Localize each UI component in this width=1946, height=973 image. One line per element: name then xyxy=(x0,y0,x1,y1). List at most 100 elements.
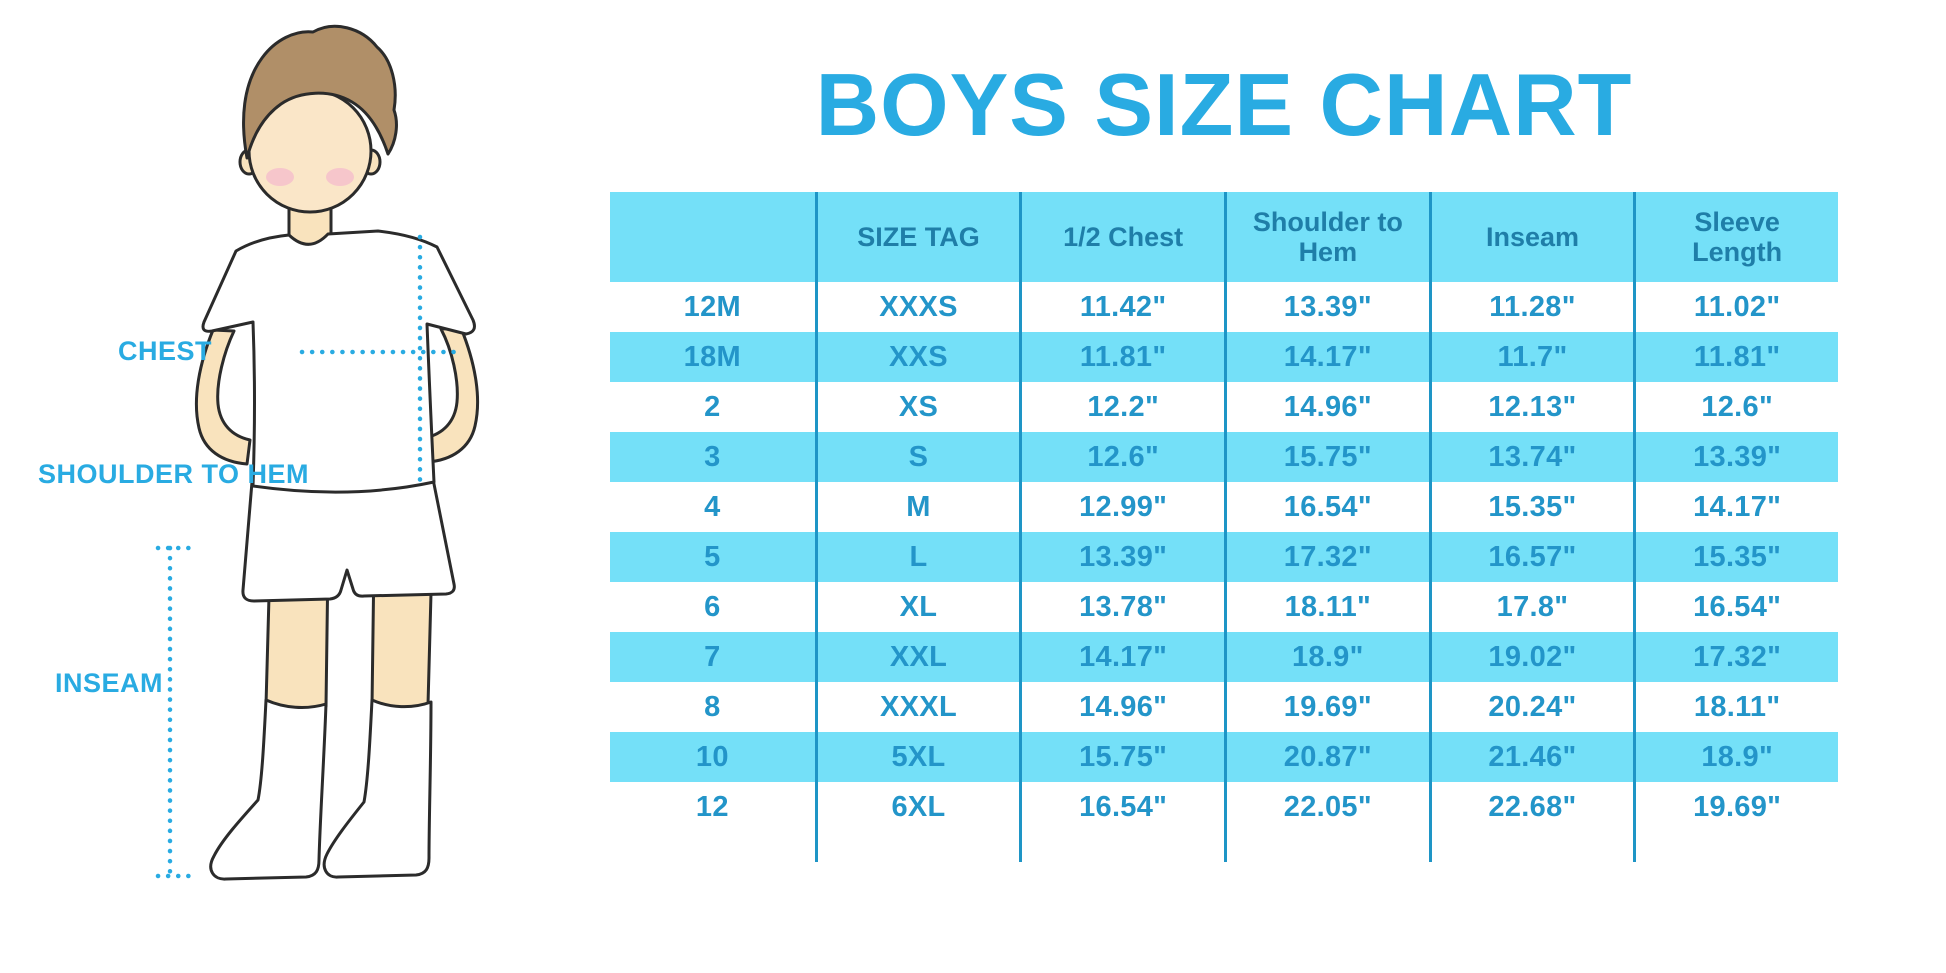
table-cell: 16.54" xyxy=(1633,582,1838,632)
table-cell: 19.69" xyxy=(1224,682,1429,732)
table-cell: 18.9" xyxy=(1224,632,1429,682)
table-cell: 12.6" xyxy=(1633,382,1838,432)
table-cell: 3 xyxy=(704,440,721,473)
table-cell: 8 xyxy=(704,690,721,723)
header-cell-size-tag: SIZE TAG xyxy=(814,192,1020,282)
table-cell: 13.39" xyxy=(1019,532,1224,582)
table-cell: 20.87" xyxy=(1224,732,1429,782)
table-cell: 17.32" xyxy=(1633,632,1838,682)
table-cell: 14.96" xyxy=(1224,382,1429,432)
line-extension-cell xyxy=(610,832,815,862)
table-cell: 12.13" xyxy=(1428,382,1634,432)
table-cell: 6XL xyxy=(814,782,1020,832)
table-header-row: SIZE TAG 1/2 Chest Shoulder to Hem Insea… xyxy=(610,192,1838,282)
table-cell: 11.42" xyxy=(1019,282,1224,332)
table-cell: 18.11" xyxy=(1224,582,1429,632)
table-cell: 20.24" xyxy=(1428,682,1634,732)
table-cell: XXS xyxy=(814,332,1020,382)
boy-hair xyxy=(242,24,398,160)
table-cell: 12.99" xyxy=(1019,482,1224,532)
page-title: BOYS SIZE CHART xyxy=(815,55,1633,154)
table-cell: 19.69" xyxy=(1633,782,1838,832)
table-bottom-line-extension xyxy=(610,832,1838,862)
table-cell: XXXL xyxy=(814,682,1020,732)
table-cell: 5 xyxy=(704,540,721,573)
table-cell: 10 xyxy=(695,740,729,773)
table-cell: 11.28" xyxy=(1428,282,1634,332)
table-cell: 14.96" xyxy=(1019,682,1224,732)
table-cell: 17.32" xyxy=(1224,532,1429,582)
boy-shorts xyxy=(241,477,456,603)
table-cell: 13.39" xyxy=(1633,432,1838,482)
table-row: 6 XL 13.78" 18.11" 17.8" 16.54" xyxy=(610,582,1838,632)
table-row: 3 S 12.6" 15.75" 13.74" 13.39" xyxy=(610,432,1838,482)
table-cell: 13.39" xyxy=(1224,282,1429,332)
table-cell: 18M xyxy=(683,340,741,373)
table-cell: 18.11" xyxy=(1633,682,1838,732)
chest-label: CHEST xyxy=(118,336,213,366)
table-cell: 16.54" xyxy=(1224,482,1429,532)
table-cell: 22.68" xyxy=(1428,782,1634,832)
line-extension-cell xyxy=(1224,832,1429,862)
table-row: 7 XXL 14.17" 18.9" 19.02" 17.32" xyxy=(610,632,1838,682)
table-cell: XXXS xyxy=(814,282,1020,332)
table-cell: 16.54" xyxy=(1019,782,1224,832)
table-cell: 17.8" xyxy=(1428,582,1634,632)
table-cell: 7 xyxy=(704,640,721,673)
table-row: 8 XXXL 14.96" 19.69" 20.24" 18.11" xyxy=(610,682,1838,732)
table-row: 10 5XL 15.75" 20.87" 21.46" 18.9" xyxy=(610,732,1838,782)
table-row: 5 L 13.39" 17.32" 16.57" 15.35" xyxy=(610,532,1838,582)
table-cell: 11.7" xyxy=(1428,332,1634,382)
table-row: 4 M 12.99" 16.54" 15.35" 14.17" xyxy=(610,482,1838,532)
boy-arm-left xyxy=(194,328,252,466)
table-cell: 11.81" xyxy=(1019,332,1224,382)
table-cell: 12M xyxy=(683,290,741,323)
table-cell: 12 xyxy=(695,790,729,823)
table-cell: 13.74" xyxy=(1428,432,1634,482)
table-cell: 11.02" xyxy=(1633,282,1838,332)
line-extension-cell xyxy=(1019,832,1224,862)
inseam-label: INSEAM xyxy=(55,668,164,698)
table-cell: 19.02" xyxy=(1428,632,1634,682)
boy-sock-right xyxy=(322,698,433,879)
header-cell-sleeve-length: Sleeve Length xyxy=(1633,192,1838,282)
table-cell: 15.75" xyxy=(1019,732,1224,782)
table-cell: 16.57" xyxy=(1428,532,1634,582)
table-cell: 18.9" xyxy=(1633,732,1838,782)
table-cell: 12.6" xyxy=(1019,432,1224,482)
header-cell-inseam: Inseam xyxy=(1428,192,1634,282)
table-cell: XXL xyxy=(814,632,1020,682)
table-cell: 5XL xyxy=(814,732,1020,782)
table-cell: S xyxy=(814,432,1020,482)
table-cell: L xyxy=(814,532,1020,582)
table-cell: M xyxy=(814,482,1020,532)
table-row: 18M XXS 11.81" 14.17" 11.7" 11.81" xyxy=(610,332,1838,382)
boy-blush-left xyxy=(266,168,294,186)
table-row: 12M XXXS 11.42" 13.39" 11.28" 11.02" xyxy=(610,282,1838,332)
table-cell: XL xyxy=(814,582,1020,632)
header-cell-shoulder-to-hem: Shoulder to Hem xyxy=(1224,192,1429,282)
boy-illustration xyxy=(155,24,480,881)
table-cell: XS xyxy=(814,382,1020,432)
shoulder-to-hem-label: SHOULDER TO HEM xyxy=(38,459,310,489)
line-extension-cell xyxy=(814,832,1020,862)
size-table: SIZE TAG 1/2 Chest Shoulder to Hem Insea… xyxy=(610,192,1838,862)
boy-sock-left xyxy=(209,698,328,881)
boy-tshirt xyxy=(201,229,476,494)
table-cell: 21.46" xyxy=(1428,732,1634,782)
table-cell: 4 xyxy=(704,490,721,523)
table-body: 12M XXXS 11.42" 13.39" 11.28" 11.02" 18M XXS 11.… xyxy=(610,282,1838,832)
table-cell: 15.75" xyxy=(1224,432,1429,482)
table-cell: 14.17" xyxy=(1633,482,1838,532)
table-cell: 12.2" xyxy=(1019,382,1224,432)
header-cell-blank xyxy=(610,192,815,282)
table-cell: 6 xyxy=(704,590,721,623)
table-row: 2 XS 12.2" 14.96" 12.13" 12.6" xyxy=(610,382,1838,432)
table-row: 12 6XL 16.54" 22.05" 22.68" 19.69" xyxy=(610,782,1838,832)
table-cell: 22.05" xyxy=(1224,782,1429,832)
table-cell: 14.17" xyxy=(1019,632,1224,682)
table-cell: 15.35" xyxy=(1633,532,1838,582)
boy-blush-right xyxy=(326,168,354,186)
header-cell-half-chest: 1/2 Chest xyxy=(1019,192,1224,282)
